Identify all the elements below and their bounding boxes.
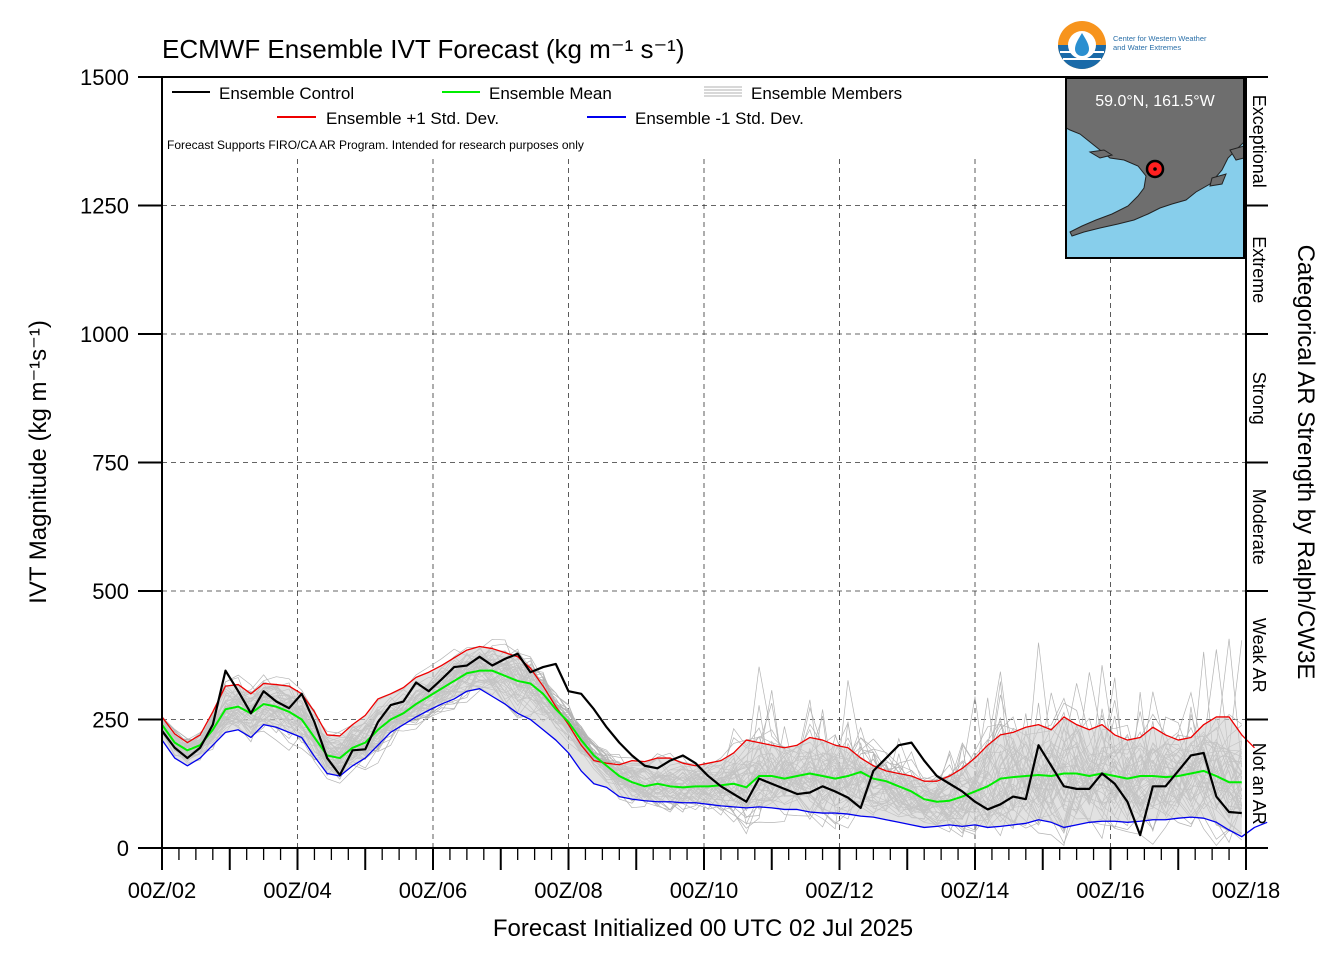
x-axis-label: Forecast Initialized 00 UTC 02 Jul 2025	[493, 915, 913, 942]
legend-label-control: Ensemble Control	[219, 84, 354, 103]
y-tick-label: 500	[92, 579, 129, 604]
logo-text-line2: and Water Extremes	[1113, 43, 1181, 52]
x-tick-label: 00Z/12	[805, 878, 874, 903]
x-tick-label: 00Z/04	[263, 878, 332, 903]
x-tick-label: 00Z/14	[941, 878, 1010, 903]
category-labels: Not an AR Weak AR Moderate Strong Extreme Exc…	[1249, 95, 1269, 825]
inset-map: 59.0°N, 161.5°W	[1065, 77, 1245, 259]
category-label: Exceptional	[1249, 95, 1269, 188]
x-tick-label: 00Z/18	[1212, 878, 1281, 903]
y-tick-label: 750	[92, 451, 129, 476]
series-mean-line	[161, 669, 1242, 803]
spread-band	[162, 646, 1242, 837]
y-axis-label: IVT Magnitude (kg m⁻¹s⁻¹)	[25, 320, 52, 604]
x-tick-label: 00Z/02	[128, 878, 197, 903]
x-tick-label: 00Z/16	[1076, 878, 1145, 903]
grid-lines	[162, 155, 1246, 848]
series-plus-std-line	[161, 645, 1255, 782]
category-label: Weak AR	[1249, 618, 1269, 693]
legend-label-minus-std: Ensemble -1 Std. Dev.	[635, 109, 804, 128]
legend: Ensemble Control Ensemble Mean Ensemble …	[167, 84, 902, 152]
legend-label-plus-std: Ensemble +1 Std. Dev.	[326, 109, 499, 128]
y-tick-label: 1500	[80, 65, 129, 90]
y-tick-label: 1000	[80, 322, 129, 347]
series-minus-std-line	[161, 688, 1268, 838]
legend-label-members: Ensemble Members	[751, 84, 902, 103]
category-label: Strong	[1249, 372, 1269, 425]
y-tick-label: 0	[117, 836, 129, 861]
category-label: Not an AR	[1249, 743, 1269, 825]
research-note: Forecast Supports FIRO/CA AR Program. In…	[167, 138, 584, 152]
cw3e-logo: Center for Western Weather and Water Ext…	[1058, 21, 1207, 69]
chart-title: ECMWF Ensemble IVT Forecast (kg m⁻¹ s⁻¹)	[162, 34, 685, 64]
x-tick-label: 00Z/08	[534, 878, 603, 903]
category-label: Extreme	[1249, 236, 1269, 303]
logo-text-line1: Center for Western Weather	[1113, 34, 1207, 43]
category-label: Moderate	[1249, 489, 1269, 565]
legend-label-mean: Ensemble Mean	[489, 84, 612, 103]
series-control-line	[161, 652, 1242, 837]
x-tick-label: 00Z/10	[670, 878, 739, 903]
y-tick-label: 250	[92, 708, 129, 733]
x-tick-labels: 00Z/02 00Z/04 00Z/06 00Z/08 00Z/10 00Z/12 00Z/…	[128, 878, 1281, 903]
map-location-label: 59.0°N, 161.5°W	[1095, 93, 1215, 110]
legend-swatch-members	[704, 86, 742, 97]
y-tick-label: 1250	[80, 194, 129, 219]
x-tick-label: 00Z/06	[399, 878, 468, 903]
water-drop-icon	[1075, 33, 1089, 56]
chart-title-units: (kg m⁻¹ s⁻¹)	[546, 34, 685, 64]
y-tick-labels: 0 250 500 750 1000 1250 1500	[80, 65, 129, 861]
right-axis-label: Categorical AR Strength by Ralph/CW3E	[1292, 245, 1319, 680]
